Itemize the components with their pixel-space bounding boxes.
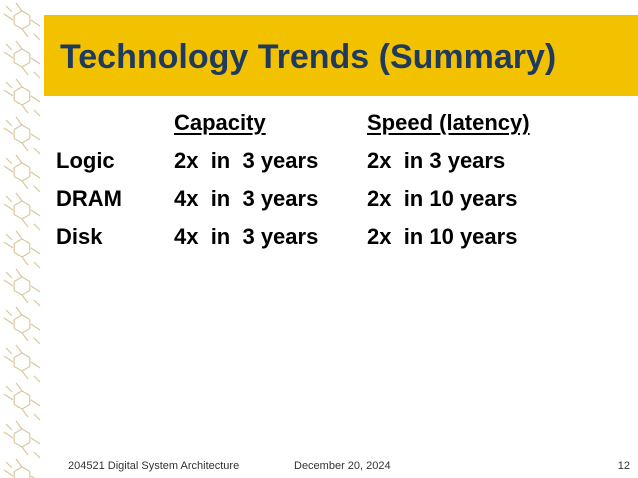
table-header-row: Capacity Speed (latency)	[56, 107, 616, 139]
header-speed: Speed (latency)	[367, 110, 530, 135]
slide-title: Technology Trends (Summary)	[60, 38, 557, 76]
header-capacity: Capacity	[174, 110, 266, 135]
capacity-cell: 4x in 3 years	[174, 186, 319, 211]
table-row: Logic 2x in 3 years 2x in 3 years	[56, 145, 616, 177]
table-row: DRAM 4x in 3 years 2x in 10 years	[56, 183, 616, 215]
decorative-pattern-icon	[3, 2, 41, 478]
speed-cell: 2x in 3 years	[367, 148, 506, 173]
footer-date: December 20, 2024	[294, 460, 391, 472]
speed-cell: 2x in 10 years	[367, 224, 518, 249]
speed-cell: 2x in 10 years	[367, 186, 518, 211]
footer-course: 204521 Digital System Architecture	[68, 460, 240, 472]
footer-page-number: 12	[617, 460, 630, 472]
table-row: Disk 4x in 3 years 2x in 10 years	[56, 221, 616, 253]
row-label: DRAM	[56, 186, 122, 211]
capacity-cell: 2x in 3 years	[174, 148, 319, 173]
row-label: Logic	[56, 148, 115, 173]
capacity-cell: 4x in 3 years	[174, 224, 319, 249]
title-bar	[44, 15, 638, 96]
row-label: Disk	[56, 224, 103, 249]
